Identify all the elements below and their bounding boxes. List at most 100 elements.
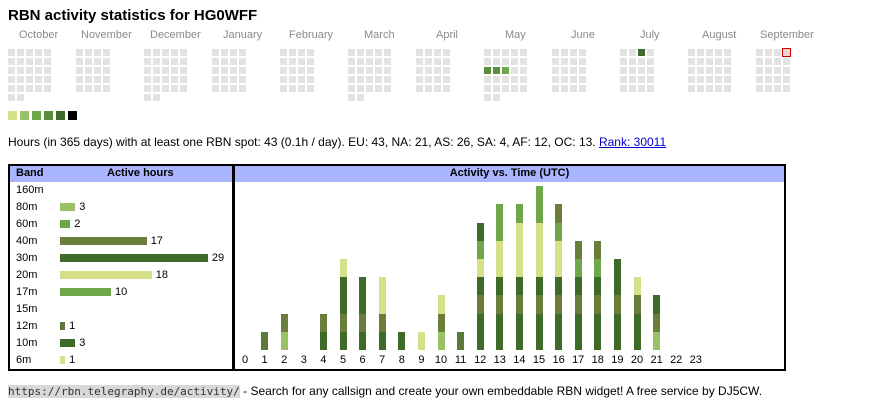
heatmap-cell — [366, 58, 373, 65]
hour-label: 2 — [281, 354, 288, 366]
heatmap-cell — [280, 76, 287, 83]
hour-label: 18 — [591, 354, 604, 366]
heatmap-cell — [8, 58, 15, 65]
band-hours-value: 10 — [115, 286, 128, 298]
heatmap-cell — [103, 85, 110, 92]
heatmap-cell — [688, 85, 695, 92]
heatmap-cell — [638, 85, 645, 92]
heatmap-cell — [715, 67, 722, 74]
heatmap-cell — [520, 49, 527, 56]
heatmap-cell — [144, 67, 151, 74]
hour-bar-segment — [535, 295, 543, 314]
heatmap-cell — [688, 67, 695, 74]
heatmap-cell — [774, 49, 781, 56]
heatmap-cell — [579, 76, 586, 83]
heatmap-cell — [443, 85, 450, 92]
heatmap-cell — [239, 76, 246, 83]
heatmap-cell — [144, 94, 151, 101]
heatmap-cell — [94, 49, 101, 56]
heatmap-cell — [688, 58, 695, 65]
heatmap-cell — [647, 58, 654, 65]
hour-bar-segment — [594, 240, 602, 259]
month-label-february: February — [289, 29, 334, 41]
heatmap-cell — [94, 76, 101, 83]
heatmap-cell — [307, 85, 314, 92]
heatmap-cell — [570, 58, 577, 65]
heatmap-cell — [484, 49, 491, 56]
hour-bar-segment — [653, 313, 661, 332]
heatmap-cell — [697, 58, 704, 65]
hour-label: 20 — [630, 354, 644, 366]
heatmap-cell — [26, 58, 33, 65]
heatmap-cell — [221, 67, 228, 74]
heatmap-cell — [484, 67, 491, 74]
rank-link[interactable]: Rank: 30011 — [598, 135, 667, 149]
hour-bar-segment — [535, 222, 543, 241]
band-hours-value: 1 — [69, 354, 76, 366]
heatmap-cell — [715, 49, 722, 56]
heatmap-cell — [697, 67, 704, 74]
footer-url-link[interactable]: https://rbn.telegraphy.de/activity/ — [8, 385, 240, 398]
heatmap-cell — [765, 76, 772, 83]
legend-swatch — [56, 111, 65, 120]
heatmap-cell — [44, 85, 51, 92]
heatmap-cell — [280, 67, 287, 74]
heatmap-cell — [697, 76, 704, 83]
heatmap-cell — [561, 85, 568, 92]
hour-bar-segment — [359, 313, 367, 332]
band-row-10m: 10m 3 — [10, 335, 232, 352]
hour-bar-segment — [417, 331, 425, 350]
heatmap-cell — [638, 49, 645, 56]
band-hours-value: 17 — [150, 235, 163, 247]
heatmap-cell — [493, 67, 500, 74]
heatmap-cell — [425, 85, 432, 92]
heatmap-cell — [434, 67, 441, 74]
heatmap-cell — [180, 67, 187, 74]
heatmap-cell — [502, 49, 509, 56]
heatmap-cell — [298, 85, 305, 92]
heatmap-cell — [579, 58, 586, 65]
heatmap-cell — [561, 58, 568, 65]
heatmap-cell — [620, 76, 627, 83]
heatmap-cell — [511, 85, 518, 92]
heatmap-cell — [289, 76, 296, 83]
hour-bar-segment — [535, 277, 543, 296]
heatmap-cell — [484, 76, 491, 83]
heatmap-cell — [357, 94, 364, 101]
heatmap-cell — [765, 85, 772, 92]
heatmap-cell — [357, 85, 364, 92]
heatmap-cell — [493, 76, 500, 83]
hour-bar-segment — [555, 240, 563, 278]
hour-label: 19 — [611, 354, 624, 366]
band-name: 60m — [16, 218, 38, 230]
heatmap-cell — [162, 67, 169, 74]
heatmap-cell — [774, 85, 781, 92]
hour-label: 23 — [689, 354, 702, 366]
heatmap-cell — [416, 49, 423, 56]
heatmap-cell — [289, 58, 296, 65]
heatmap-cell — [783, 76, 790, 83]
heatmap-cell — [783, 58, 790, 65]
band-name: 15m — [16, 303, 38, 315]
hour-label: 22 — [670, 354, 683, 366]
heatmap-cell — [44, 67, 51, 74]
hour-label: 0 — [241, 354, 249, 366]
heatmap-cell — [724, 67, 731, 74]
hour-bar-segment — [339, 259, 347, 278]
heatmap-cell — [230, 67, 237, 74]
heatmap-cell — [434, 85, 441, 92]
heatmap-cell — [552, 58, 559, 65]
hour-label: 14 — [513, 354, 526, 366]
month-label-december: December — [150, 29, 201, 41]
hour-bar-segment — [594, 295, 602, 314]
band-hours-bar — [60, 339, 76, 347]
heatmap-cell — [153, 49, 160, 56]
legend-swatch — [20, 111, 29, 120]
hour-bar-segment — [555, 222, 563, 241]
heatmap-cell — [221, 49, 228, 56]
hour-label: 10 — [434, 354, 448, 366]
heatmap-cell — [76, 49, 83, 56]
heatmap-cell — [511, 67, 518, 74]
heatmap-cell — [706, 76, 713, 83]
heatmap-cell — [348, 76, 355, 83]
